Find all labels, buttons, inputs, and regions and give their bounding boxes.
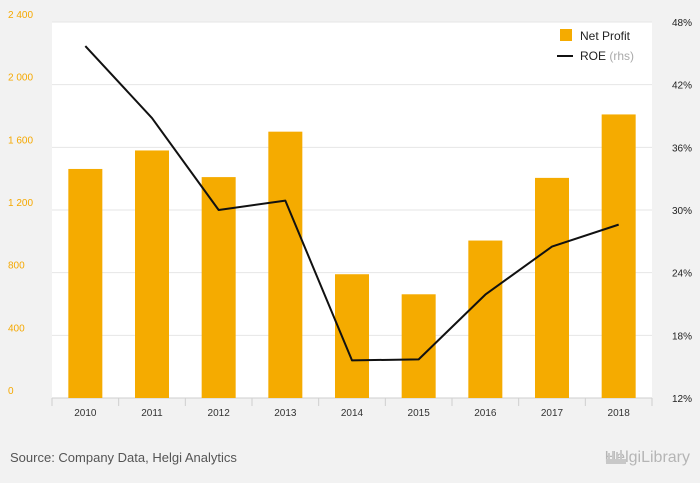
bar — [468, 240, 503, 398]
bar — [401, 294, 436, 398]
x-tick-label: 2014 — [341, 408, 364, 419]
brand-name: HelgiLibrary — [604, 449, 690, 466]
y-right-tick-label: 42% — [672, 81, 692, 92]
y-right-tick-label: 18% — [672, 331, 692, 342]
legend-swatch-net-profit — [560, 29, 572, 41]
bar — [601, 114, 636, 398]
bar — [68, 168, 103, 398]
y-left-tick-label: 2 400 — [8, 10, 33, 21]
bar — [135, 150, 169, 398]
x-tick-label: 2010 — [74, 408, 97, 419]
bar — [268, 131, 303, 398]
x-tick-label: 2012 — [208, 408, 231, 419]
y-left-tick-label: 800 — [8, 261, 25, 272]
y-right-tick-label: 24% — [672, 269, 692, 280]
bar — [535, 177, 569, 398]
x-tick-label: 2011 — [141, 408, 163, 419]
y-right-tick-label: 30% — [672, 206, 692, 217]
x-tick-label: 2017 — [541, 408, 564, 419]
bar — [201, 177, 236, 398]
source-note: Source: Company Data, Helgi Analytics — [10, 450, 237, 465]
library-icon — [605, 450, 626, 464]
x-tick-label: 2016 — [474, 408, 497, 419]
y-left-tick-label: 0 — [8, 386, 14, 397]
y-right-tick-label: 12% — [672, 394, 692, 405]
y-left-tick-label: 1 200 — [8, 198, 33, 209]
legend-label-net-profit: Net Profit — [580, 29, 631, 43]
legend-label-roe: ROE (rhs) — [580, 49, 634, 63]
brand-logo: HelgiLibrary — [605, 449, 690, 467]
bar — [335, 274, 369, 398]
x-tick-label: 2015 — [408, 408, 431, 419]
y-left-tick-label: 2 000 — [8, 73, 33, 84]
legend-label-roe-suffix: (rhs) — [609, 49, 634, 63]
x-tick-label: 2013 — [274, 408, 297, 419]
x-tick-label: 2018 — [608, 408, 631, 419]
y-right-tick-label: 36% — [672, 143, 692, 154]
y-left-tick-label: 400 — [8, 323, 25, 334]
y-left-tick-label: 1 600 — [8, 135, 33, 146]
y-right-tick-label: 48% — [672, 18, 692, 29]
